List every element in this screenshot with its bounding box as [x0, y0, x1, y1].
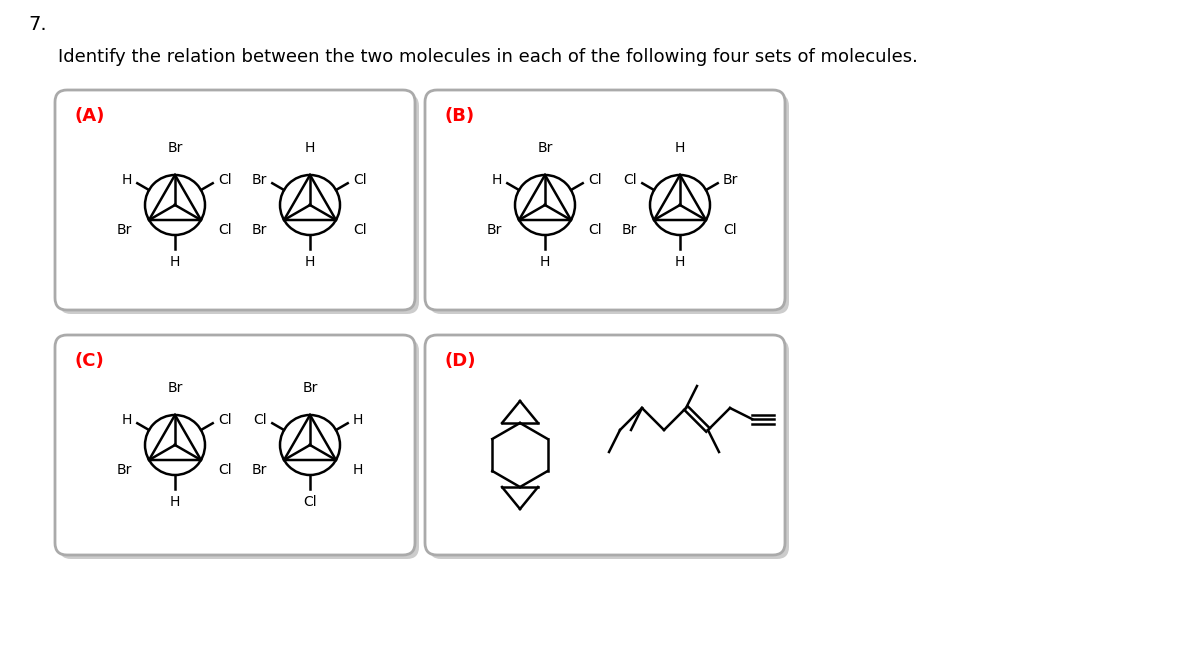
Text: (B): (B)	[444, 107, 474, 125]
Text: (C): (C)	[74, 352, 103, 370]
Text: Cl: Cl	[218, 223, 232, 237]
Text: H: H	[305, 141, 316, 155]
Text: Br: Br	[622, 223, 637, 237]
Text: Cl: Cl	[304, 494, 317, 508]
Circle shape	[173, 203, 176, 207]
Text: Br: Br	[116, 463, 132, 477]
FancyBboxPatch shape	[59, 94, 419, 314]
Text: Cl: Cl	[353, 223, 366, 237]
FancyBboxPatch shape	[59, 339, 419, 559]
Text: (A): (A)	[74, 107, 104, 125]
Text: Br: Br	[252, 173, 268, 187]
Text: Br: Br	[116, 223, 132, 237]
Text: Br: Br	[252, 463, 268, 477]
FancyBboxPatch shape	[425, 90, 785, 310]
Text: 7.: 7.	[28, 15, 47, 34]
Text: Br: Br	[167, 381, 182, 395]
Text: H: H	[492, 173, 502, 187]
Text: Cl: Cl	[722, 223, 737, 237]
Text: Cl: Cl	[588, 173, 601, 187]
FancyBboxPatch shape	[55, 335, 415, 555]
Text: Br: Br	[302, 381, 318, 395]
Text: H: H	[170, 494, 180, 508]
Circle shape	[308, 443, 312, 447]
Circle shape	[544, 203, 547, 207]
FancyBboxPatch shape	[430, 94, 790, 314]
Circle shape	[173, 443, 176, 447]
FancyBboxPatch shape	[430, 339, 790, 559]
Text: Br: Br	[487, 223, 502, 237]
Text: Br: Br	[167, 141, 182, 155]
Circle shape	[678, 203, 682, 207]
Text: H: H	[305, 254, 316, 268]
Text: Cl: Cl	[218, 413, 232, 427]
FancyBboxPatch shape	[55, 90, 415, 310]
Text: Br: Br	[722, 173, 738, 187]
Text: H: H	[121, 413, 132, 427]
Text: H: H	[353, 463, 364, 477]
Text: Br: Br	[252, 223, 268, 237]
Text: H: H	[674, 141, 685, 155]
Text: Cl: Cl	[624, 173, 637, 187]
Circle shape	[308, 203, 312, 207]
Text: H: H	[170, 254, 180, 268]
Text: H: H	[674, 254, 685, 268]
Text: H: H	[540, 254, 550, 268]
Text: Cl: Cl	[353, 173, 366, 187]
Text: Cl: Cl	[588, 223, 601, 237]
Text: Cl: Cl	[218, 173, 232, 187]
Text: H: H	[353, 413, 364, 427]
Text: Cl: Cl	[218, 463, 232, 477]
FancyBboxPatch shape	[425, 335, 785, 555]
Text: Br: Br	[538, 141, 553, 155]
Text: (D): (D)	[444, 352, 475, 370]
Text: Cl: Cl	[253, 413, 268, 427]
Text: Identify the relation between the two molecules in each of the following four se: Identify the relation between the two mo…	[58, 48, 918, 66]
Text: H: H	[121, 173, 132, 187]
